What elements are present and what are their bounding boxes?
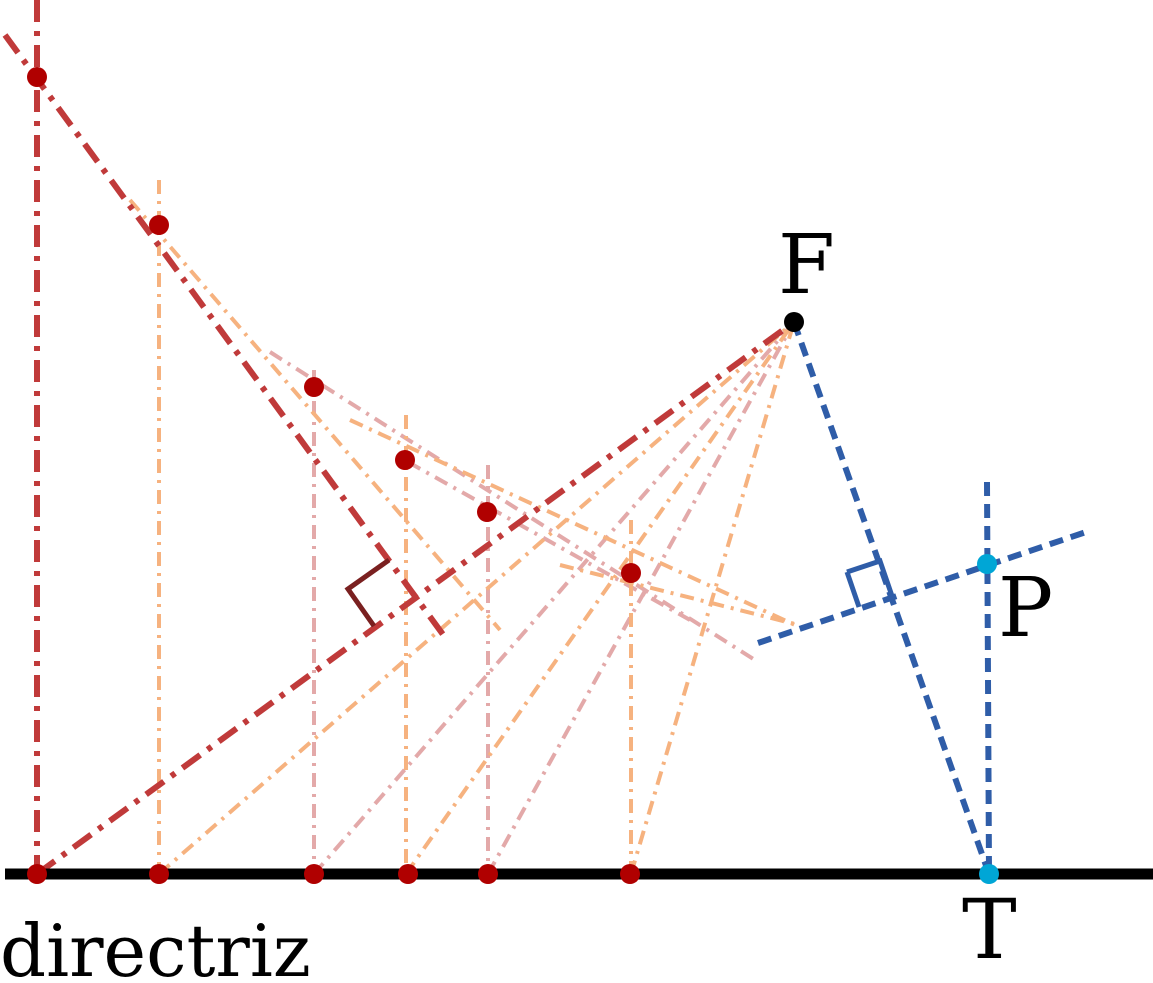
orange-construction-lines	[128, 180, 796, 876]
directrix-point-5	[478, 864, 498, 884]
parabola-point-3	[304, 377, 324, 397]
pink-tangent-line-1	[268, 350, 757, 662]
blue-construction-lines	[757, 321, 1087, 875]
point-p-label: P	[998, 561, 1053, 656]
main-construction-lines	[2, 0, 796, 877]
directrix-point-1	[27, 864, 47, 884]
point-t-label: T	[962, 883, 1017, 978]
orange-tangent-line-2	[349, 418, 796, 627]
parabola-point-1	[27, 67, 47, 87]
orange-tangent-line-3	[559, 563, 796, 626]
parabola-points	[27, 67, 641, 583]
directrix-point-3	[304, 864, 324, 884]
right-angle-mark-red	[344, 557, 391, 628]
parabola-point-2	[149, 215, 169, 235]
directrix-point-6	[620, 864, 640, 884]
directrix-points	[27, 864, 640, 884]
pink-construction-lines	[268, 320, 796, 876]
orange-focus-line-2	[404, 320, 796, 876]
focus-point	[784, 312, 804, 332]
point-t	[979, 864, 999, 884]
pink-focus-line-2	[486, 321, 796, 875]
right-angle-mark-blue	[846, 557, 895, 597]
orange-focus-line-3	[629, 321, 796, 875]
orange-tangent-line-1	[128, 198, 502, 632]
parabola-point-6	[621, 563, 641, 583]
right-angle-mark-blue-tick	[844, 571, 862, 608]
pink-tangent-line-2	[407, 460, 691, 622]
main-tangent-line	[2, 33, 450, 642]
focus-label: F	[778, 218, 835, 313]
point-p	[977, 554, 997, 574]
directrix-point-2	[149, 864, 169, 884]
parabola-point-4	[395, 450, 415, 470]
directrix-point-4	[398, 864, 418, 884]
parabola-point-5	[477, 502, 497, 522]
blue-tangent-line	[757, 529, 1087, 646]
directrix-label: directriz	[0, 909, 311, 983]
